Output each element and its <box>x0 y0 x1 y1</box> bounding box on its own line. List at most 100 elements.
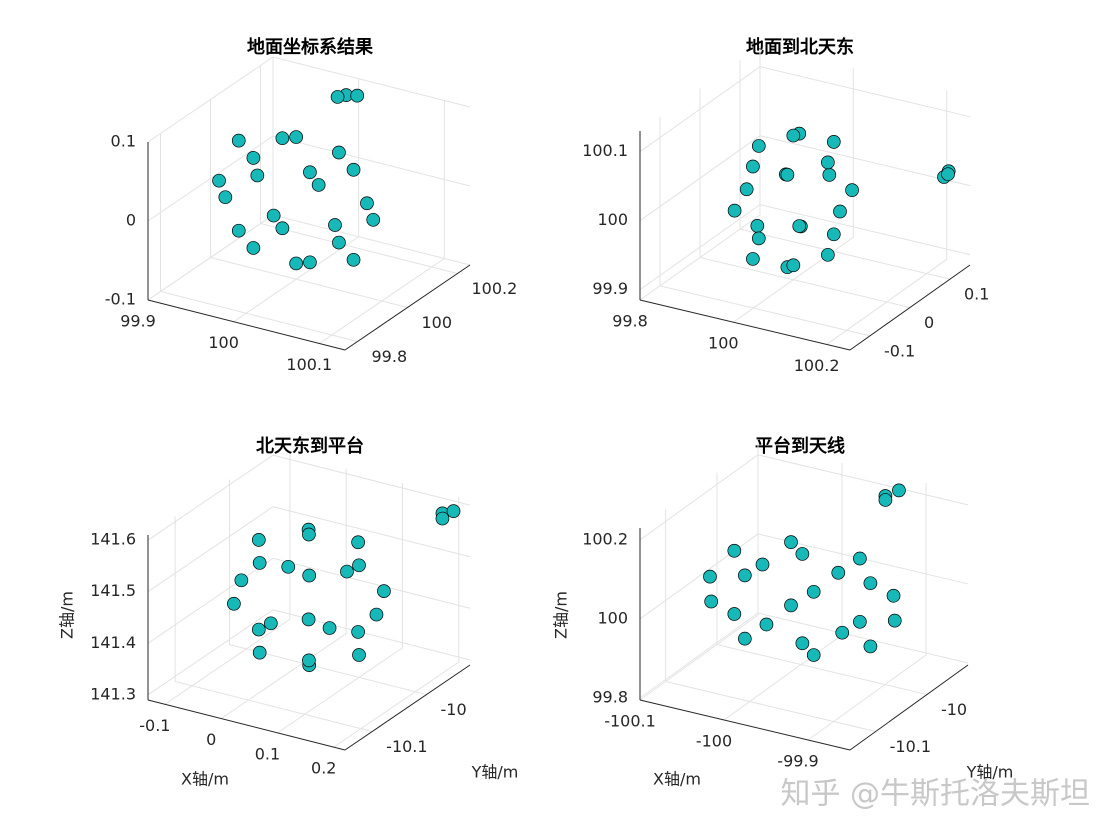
grid-line <box>723 463 843 721</box>
point <box>821 247 835 262</box>
point <box>887 613 902 628</box>
grid-line <box>147 135 471 222</box>
point <box>822 168 837 182</box>
point <box>853 551 867 566</box>
z-tick-label: 141.4 <box>90 633 136 652</box>
x-tick-label: 0.2 <box>311 759 336 778</box>
point <box>704 594 719 609</box>
point <box>886 588 901 603</box>
z-tick-label: 0 <box>126 211 136 230</box>
point <box>350 88 365 103</box>
y-axis <box>849 264 971 351</box>
grid-line <box>699 88 911 308</box>
point <box>831 565 846 580</box>
x-tick-label: -100 <box>696 732 732 751</box>
x-tick-label: 100 <box>208 333 239 352</box>
grid-line <box>210 99 408 308</box>
grid-line <box>639 443 759 701</box>
subplot: 平台到天线 -100.1 -100 -99.9 -10.1 -10 99.8 100 100.2… <box>552 435 1014 789</box>
point <box>252 645 267 660</box>
point <box>727 543 742 558</box>
point <box>275 221 290 236</box>
point <box>352 558 366 573</box>
z-tick-label: -0.1 <box>105 290 136 309</box>
point <box>302 568 317 583</box>
y-axis <box>344 664 471 751</box>
grid-line <box>739 60 951 280</box>
x-tick-label: -100.1 <box>604 712 656 731</box>
point <box>351 625 365 639</box>
grid-line <box>826 90 948 345</box>
point <box>311 178 326 192</box>
point <box>845 183 859 198</box>
x-tick-label: -0.1 <box>139 716 170 735</box>
point <box>301 612 316 627</box>
point <box>303 165 317 180</box>
point <box>332 235 346 250</box>
point <box>737 568 752 583</box>
point <box>727 203 742 218</box>
grid-line <box>639 204 971 291</box>
point <box>863 576 878 591</box>
point <box>737 631 752 646</box>
point <box>251 622 266 637</box>
point <box>750 219 765 233</box>
x-tick-label: 0.1 <box>255 744 280 763</box>
y-tick-label: -10 <box>441 700 467 719</box>
point <box>892 483 906 498</box>
point <box>346 252 361 267</box>
grid-line <box>639 612 969 699</box>
x-tick-label: -99.9 <box>777 752 818 771</box>
point <box>835 625 850 640</box>
point <box>340 564 354 579</box>
grid-line <box>639 454 969 541</box>
point <box>231 223 246 238</box>
x-axis <box>639 699 851 751</box>
point <box>792 219 807 233</box>
y-axis <box>344 264 471 351</box>
point <box>746 159 760 174</box>
point <box>759 617 774 632</box>
z-tick-label: 0.1 <box>111 132 136 151</box>
point <box>281 559 296 574</box>
point <box>806 648 821 662</box>
subplot-title: 地面坐标系结果 <box>247 36 374 58</box>
grid-line <box>639 46 761 301</box>
point <box>252 556 267 570</box>
point <box>289 130 304 144</box>
point <box>360 196 374 211</box>
point <box>435 511 450 526</box>
subplot-title: 平台到天线 <box>755 435 845 457</box>
x-tick-label: 0 <box>206 730 216 749</box>
x-tick-label: 99.9 <box>120 312 156 331</box>
point <box>739 182 754 197</box>
grid-line <box>174 516 373 733</box>
grid-line <box>147 557 471 644</box>
x-axis <box>147 699 346 751</box>
y-axis-label: Y轴/m <box>471 763 519 782</box>
x-tick-label: 100 <box>708 334 739 353</box>
point <box>352 648 366 662</box>
point <box>351 535 365 550</box>
grid-line <box>665 509 876 733</box>
y-tick-label: 0.1 <box>964 285 989 304</box>
point <box>878 493 893 507</box>
point <box>328 218 342 232</box>
x-tick-label: 99.8 <box>612 312 648 331</box>
z-tick-label: 141.5 <box>90 581 136 600</box>
point <box>246 241 261 255</box>
grid-line <box>333 497 460 748</box>
y-tick-label: -10.1 <box>890 737 931 756</box>
point <box>751 231 766 246</box>
point <box>264 616 278 631</box>
z-tick-label: 100.1 <box>582 141 628 160</box>
point <box>795 547 810 561</box>
point <box>821 155 835 170</box>
point <box>746 252 760 266</box>
point <box>703 569 717 584</box>
z-tick-label: 100 <box>597 210 628 229</box>
grid-line <box>147 454 471 541</box>
grid-line <box>220 468 347 719</box>
point <box>755 557 770 572</box>
